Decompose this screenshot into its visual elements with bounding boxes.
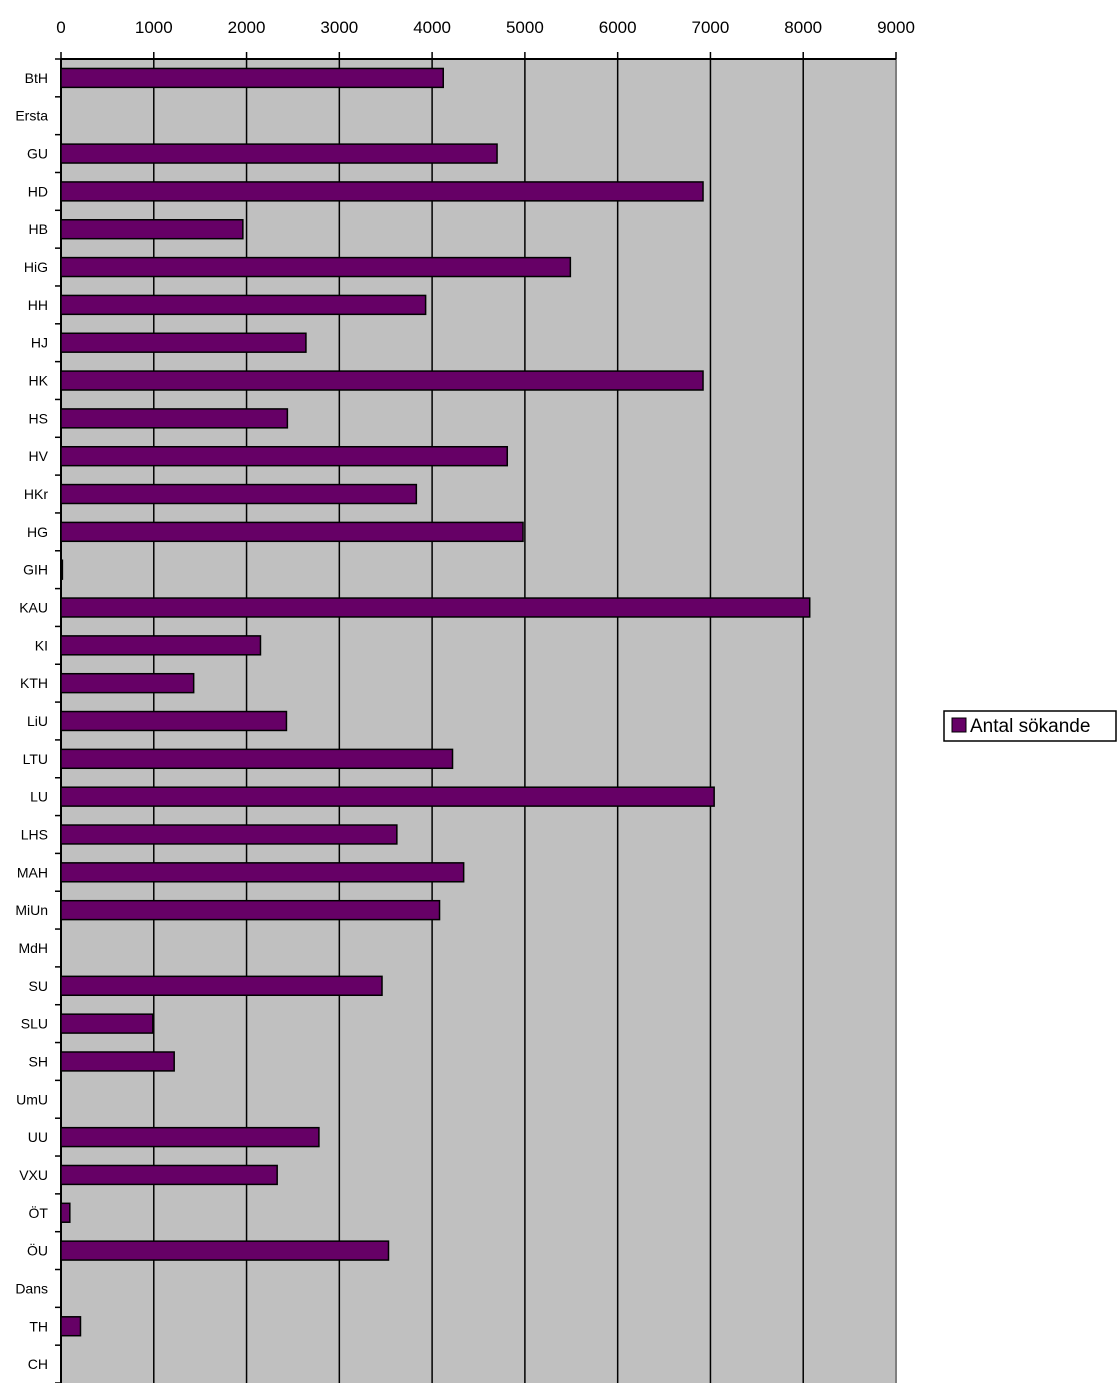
y-tick-label: Ersta — [15, 108, 48, 124]
bar — [60, 862, 465, 883]
y-tick-label: HG — [27, 524, 48, 540]
y-tick-label: HV — [29, 448, 49, 464]
bar — [60, 899, 441, 921]
y-tick-label: HB — [29, 221, 48, 237]
bar — [60, 786, 715, 807]
bar — [60, 521, 524, 543]
bar — [60, 1240, 390, 1261]
bar — [60, 710, 288, 732]
x-tick-label: 9000 — [877, 18, 915, 37]
y-axis: BtH Ersta GU HD HB HiG HH HJ HK HS HV HKr HG GIH KAU KI… — [15, 58, 62, 1383]
x-tick-label: 7000 — [692, 18, 730, 37]
y-tick-label: HD — [28, 183, 48, 199]
y-tick-label: LU — [30, 789, 48, 805]
bar — [60, 1126, 320, 1148]
bar — [60, 67, 444, 89]
y-tick-label: SLU — [21, 1016, 48, 1032]
bar — [60, 975, 383, 997]
bar — [60, 824, 398, 845]
y-tick-label: HJ — [31, 335, 48, 351]
x-axis: 0 1000 2000 3000 4000 5000 6000 7000 8000 9000 — [56, 18, 915, 60]
bar — [60, 1013, 154, 1034]
x-tick-label: 0 — [56, 18, 65, 37]
bar — [60, 408, 289, 429]
x-tick-label: 6000 — [599, 18, 637, 37]
bar — [60, 370, 704, 391]
x-tick-label: 4000 — [413, 18, 451, 37]
bar — [60, 219, 244, 240]
bar — [60, 1316, 82, 1337]
y-tick-label: HKr — [24, 486, 48, 502]
bar — [60, 1202, 71, 1223]
y-tick-label: HiG — [24, 259, 48, 275]
bar — [60, 559, 64, 580]
y-tick-label: ÖU — [27, 1242, 48, 1259]
legend-box — [943, 710, 1117, 742]
bar — [60, 672, 195, 694]
y-tick-label: KTH — [20, 675, 48, 691]
x-tick-label: 3000 — [320, 18, 358, 37]
y-tick-label: BtH — [25, 70, 48, 86]
y-tick-label: VXU — [19, 1167, 48, 1183]
bar — [60, 1164, 278, 1186]
bar — [60, 445, 509, 467]
x-tick-label: 5000 — [506, 18, 544, 37]
y-tick-label: LHS — [21, 826, 48, 842]
y-tick-label: GU — [27, 146, 48, 162]
y-tick-label: SH — [29, 1053, 48, 1069]
y-tick-label: SU — [29, 978, 48, 994]
bar — [60, 256, 572, 278]
y-tick-label: ÖT — [29, 1204, 49, 1221]
y-tick-label: HK — [29, 373, 49, 389]
bar — [60, 597, 811, 618]
y-tick-label: UmU — [16, 1091, 48, 1107]
y-tick-label: LiU — [27, 713, 48, 729]
bar — [60, 483, 418, 505]
y-tick-label: UU — [28, 1129, 48, 1145]
bar — [60, 332, 307, 353]
y-tick-label: MiUn — [15, 902, 48, 918]
y-tick-label: HS — [29, 410, 48, 426]
bar — [60, 1051, 175, 1072]
y-tick-label: MAH — [17, 864, 48, 880]
y-tick-label: LTU — [23, 751, 48, 767]
y-tick-label: MdH — [18, 940, 48, 956]
legend: Antal sökande — [943, 710, 1117, 742]
bar — [60, 748, 454, 770]
x-tick-label: 8000 — [784, 18, 822, 37]
bars — [60, 67, 811, 1337]
y-tick-label: Dans — [15, 1280, 48, 1296]
legend-label: Antal sökande — [970, 716, 1090, 737]
y-tick-label: KAU — [19, 600, 48, 616]
y-tick-label: CH — [28, 1356, 48, 1372]
y-tick-label: GIH — [23, 562, 48, 578]
bar — [60, 294, 427, 316]
y-tick-label: HH — [28, 297, 48, 313]
bar — [60, 181, 704, 202]
x-tick-label: 2000 — [228, 18, 266, 37]
bar — [60, 635, 262, 656]
y-tick-label: TH — [29, 1318, 48, 1334]
bar — [60, 143, 498, 164]
y-tick-label: KI — [35, 637, 48, 653]
x-tick-label: 1000 — [135, 18, 173, 37]
legend-swatch — [951, 717, 967, 733]
